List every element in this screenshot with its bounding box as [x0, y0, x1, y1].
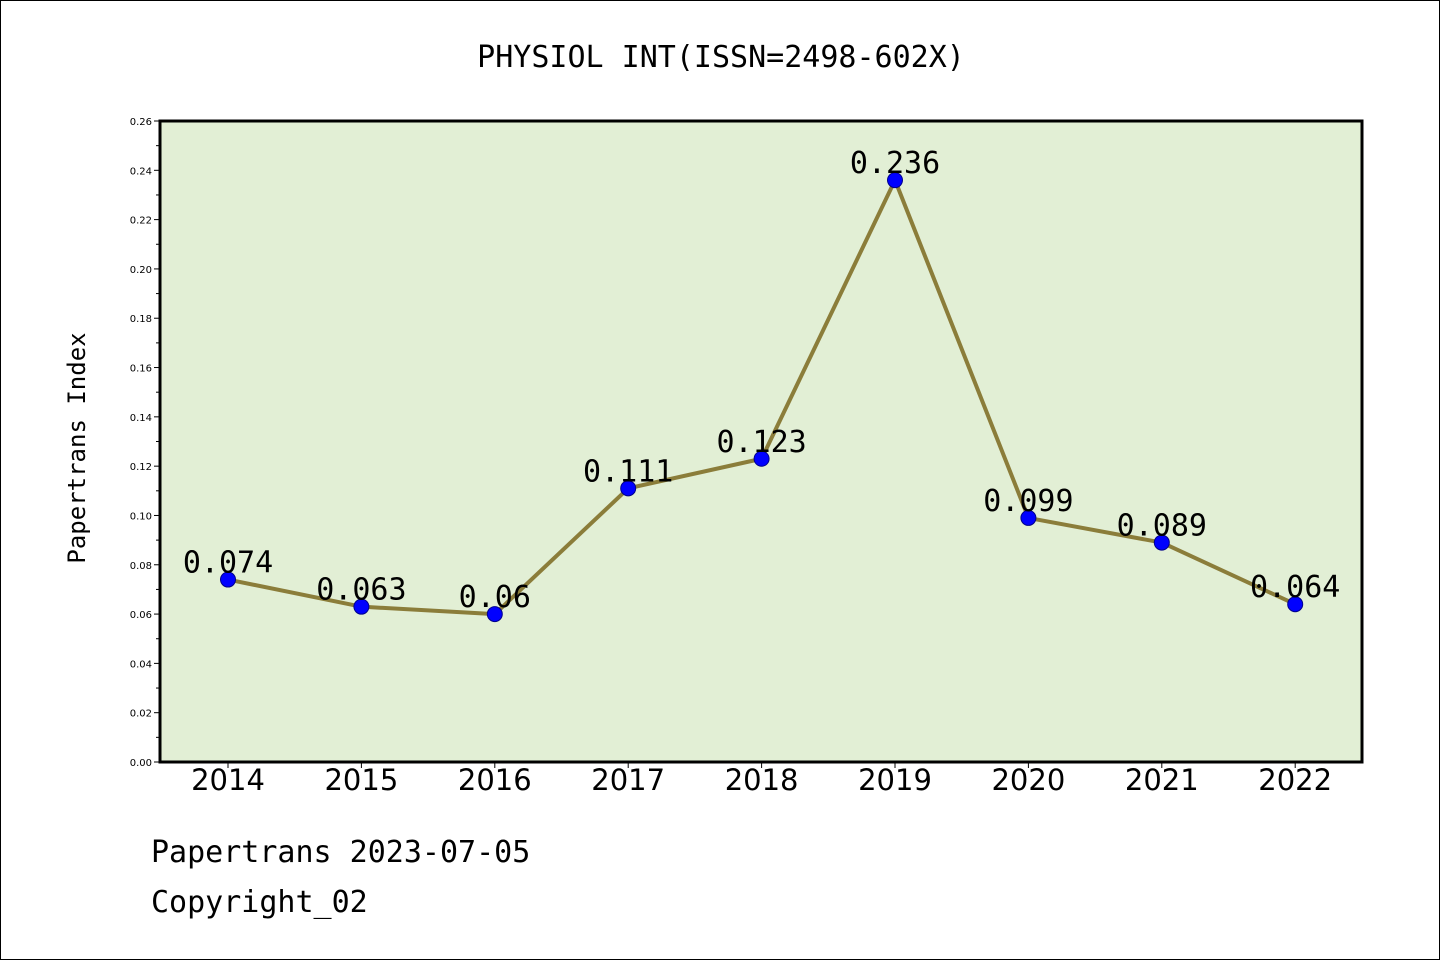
- data-point: [887, 172, 903, 189]
- data-labels: 0.074 0.063 0.06 0.111 0.123 0.236 0.099 0.089 0…: [183, 146, 1341, 615]
- y-tick-label: 0.06: [130, 610, 152, 621]
- data-point: [1020, 509, 1037, 526]
- data-label: 0.111: [583, 454, 673, 489]
- y-axis: 0.00 0.02 0.04 0.06 0.08 0.10 0.12 0.14 0.16 0.18…: [130, 117, 160, 769]
- y-tick-label: 0.10: [130, 511, 152, 522]
- x-tick-label: 2017: [591, 763, 665, 797]
- data-label: 0.099: [983, 484, 1073, 519]
- y-tick-label: 0.26: [130, 117, 152, 128]
- data-label: 0.06: [459, 580, 531, 615]
- x-tick-label: 2015: [324, 763, 398, 797]
- y-tick-label: 0.16: [130, 364, 152, 375]
- x-tick-label: 2021: [1125, 763, 1199, 797]
- data-label: 0.063: [316, 573, 406, 608]
- data-label: 0.089: [1117, 509, 1207, 544]
- data-point: [353, 598, 370, 615]
- copyright-note: Copyright_02: [151, 885, 368, 920]
- data-label: 0.123: [716, 425, 806, 460]
- y-tick-label: 0.02: [130, 709, 152, 720]
- x-tick-label: 2019: [858, 763, 932, 797]
- y-tick-label: 0.20: [130, 265, 152, 276]
- series-markers: [220, 172, 1304, 623]
- x-axis: 2014 2015 2016 2017 2018 2019 2020 2021 2022: [191, 762, 1332, 797]
- data-point: [753, 450, 770, 467]
- x-tick-label: 2018: [725, 763, 799, 797]
- data-label: 0.064: [1250, 570, 1340, 605]
- x-tick-label: 2014: [191, 763, 265, 797]
- y-tick-label: 0.00: [130, 758, 152, 769]
- y-tick-label: 0.08: [130, 561, 152, 572]
- y-tick-label: 0.14: [130, 413, 152, 424]
- y-tick-label: 0.24: [130, 166, 152, 177]
- data-point: [1153, 534, 1170, 551]
- y-tick-label: 0.22: [130, 216, 152, 227]
- y-axis-label: Papertrans Index: [63, 332, 91, 563]
- data-point: [220, 571, 236, 588]
- x-tick-label: 2020: [991, 763, 1065, 797]
- data-label: 0.236: [850, 146, 940, 181]
- x-tick-label: 2022: [1258, 763, 1332, 797]
- chart-title: PHYSIOL INT(ISSN=2498-602X): [477, 40, 965, 75]
- y-tick-label: 0.18: [130, 314, 152, 325]
- y-tick-label: 0.12: [130, 462, 152, 473]
- data-label: 0.074: [183, 546, 273, 581]
- y-tick-label: 0.04: [130, 659, 152, 670]
- plot-area: [158, 119, 1364, 764]
- source-note: Papertrans 2023-07-05: [151, 835, 531, 870]
- data-point: [1287, 596, 1304, 613]
- x-tick-label: 2016: [458, 763, 532, 797]
- data-point: [486, 606, 503, 623]
- data-point: [620, 480, 637, 497]
